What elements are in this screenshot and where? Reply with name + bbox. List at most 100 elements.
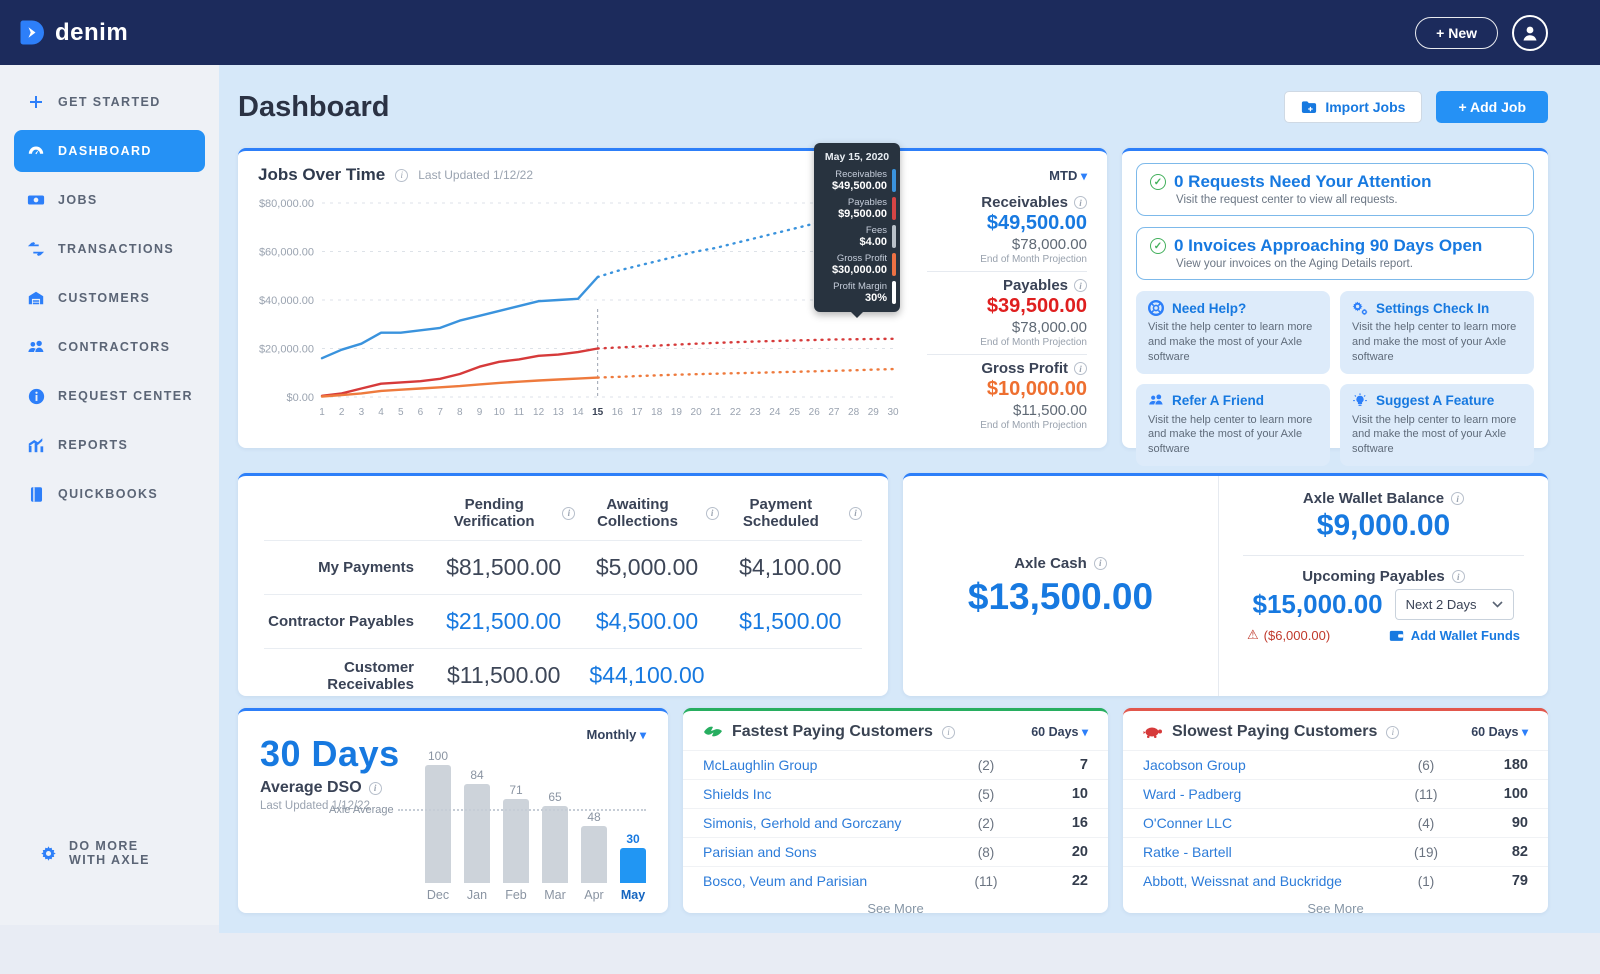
range-value: 60 Days <box>1031 725 1079 739</box>
sidebar-item-customers[interactable]: CUSTOMERS <box>14 277 205 319</box>
customer-name-link[interactable]: Ward - Padberg <box>1143 786 1242 802</box>
info-icon[interactable]: i <box>1386 725 1400 739</box>
see-more-link[interactable]: See More <box>867 901 924 913</box>
days-value: 16 <box>1071 815 1088 831</box>
table-cell[interactable]: $21,500.00 <box>446 608 562 634</box>
svg-text:25: 25 <box>789 407 801 418</box>
info-icon[interactable]: i <box>368 781 382 795</box>
dso-bar <box>464 783 490 883</box>
customer-name-link[interactable]: Ratke - Bartell <box>1143 844 1232 860</box>
customer-name-link[interactable]: Jacobson Group <box>1143 757 1246 773</box>
tile-settings-check-in[interactable]: Settings Check In Visit the help center … <box>1340 291 1534 374</box>
tile-need-help[interactable]: Need Help? Visit the help center to lear… <box>1136 291 1330 374</box>
sidebar-item-request-center[interactable]: REQUEST CENTER <box>14 375 205 417</box>
row-label-my-payments: My Payments <box>318 559 414 576</box>
sidebar-item-quickbooks[interactable]: QUICKBOOKS <box>14 473 205 515</box>
customer-name-link[interactable]: Abbott, Weissnat and Buckridge <box>1143 873 1342 889</box>
plus-icon <box>26 92 46 112</box>
sidebar-item-label: DASHBOARD <box>58 144 152 158</box>
tooltip-color-bar <box>892 253 896 276</box>
sidebar-item-get-started[interactable]: GET STARTED <box>14 81 205 123</box>
days-value: 82 <box>1511 844 1528 860</box>
alert-requests[interactable]: ✓ 0 Requests Need Your Attention Visit t… <box>1136 163 1534 216</box>
sidebar-item-dashboard[interactable]: DASHBOARD <box>14 130 205 172</box>
table-cell[interactable]: $4,500.00 <box>595 608 699 634</box>
page-title: Dashboard <box>238 90 390 123</box>
stat-projection-label: End of Month Projection <box>980 337 1087 348</box>
user-avatar[interactable] <box>1512 14 1548 51</box>
customer-row[interactable]: Jacobson Group (6) 180 <box>1123 750 1548 779</box>
info-icon[interactable]: i <box>848 506 862 520</box>
table-cell[interactable]: $1,500.00 <box>739 608 842 634</box>
payables-range-select[interactable]: Next 2 Days <box>1394 589 1515 620</box>
range-dropdown-monthly[interactable]: Monthly ▾ <box>587 727 646 742</box>
stat-value: $10,000.00 <box>986 378 1087 400</box>
jobs-over-time-card: Jobs Over Time i Last Updated 1/12/22 MT… <box>238 143 1107 448</box>
add-job-button[interactable]: + Add Job <box>1436 91 1548 123</box>
svg-text:5: 5 <box>398 407 404 418</box>
customer-row[interactable]: Bosco, Veum and Parisian (11) 22 <box>683 866 1108 895</box>
customer-row[interactable]: Parisian and Sons (8) 20 <box>683 837 1108 866</box>
lightbulb-icon <box>1352 392 1368 409</box>
brand-logo[interactable]: denim <box>20 19 128 47</box>
add-wallet-funds-label: Add Wallet Funds <box>1410 627 1520 643</box>
info-icon[interactable]: i <box>395 168 409 182</box>
info-icon[interactable]: i <box>1074 196 1087 209</box>
customer-name-link[interactable]: Parisian and Sons <box>703 844 817 860</box>
svg-text:13: 13 <box>553 407 565 418</box>
sidebar-item-transactions[interactable]: TRANSACTIONS <box>14 228 205 270</box>
info-icon[interactable]: i <box>1074 362 1087 375</box>
tooltip-label: Fees <box>865 225 887 236</box>
customer-row[interactable]: Abbott, Weissnat and Buckridge (1) 79 <box>1123 866 1548 895</box>
customer-name-link[interactable]: O'Conner LLC <box>1143 815 1233 831</box>
dso-bar-column: 65 <box>542 790 568 883</box>
customer-name-link[interactable]: Simonis, Gerhold and Gorczany <box>703 815 902 831</box>
range-value: MTD <box>1049 167 1078 183</box>
info-icon[interactable]: i <box>941 725 955 739</box>
axle-average-line: Axle Average <box>329 804 646 816</box>
range-dropdown-60-days[interactable]: 60 Days ▾ <box>1471 725 1528 739</box>
sidebar-item-contractors[interactable]: CONTRACTORS <box>14 326 205 368</box>
customer-name-link[interactable]: McLaughlin Group <box>703 757 818 773</box>
import-jobs-button[interactable]: Import Jobs <box>1284 91 1423 123</box>
customer-row[interactable]: McLaughlin Group (2) 7 <box>683 750 1108 779</box>
days-value: 22 <box>1071 873 1088 889</box>
sidebar-item-jobs[interactable]: JOBS <box>14 179 205 221</box>
sidebar-item-reports[interactable]: REPORTS <box>14 424 205 466</box>
book-icon <box>26 484 46 504</box>
sidebar-item-label: CONTRACTORS <box>58 340 171 354</box>
info-icon[interactable]: i <box>562 506 576 520</box>
new-button[interactable]: + New <box>1415 16 1498 49</box>
last-updated-label: Last Updated 1/12/22 <box>418 168 534 182</box>
svg-text:17: 17 <box>631 407 643 418</box>
range-dropdown-60-days[interactable]: 60 Days ▾ <box>1031 725 1088 739</box>
see-more-link[interactable]: See More <box>1307 901 1364 913</box>
range-dropdown-mtd[interactable]: MTD ▾ <box>1049 168 1087 183</box>
customer-name-link[interactable]: Shields Inc <box>703 786 772 802</box>
customer-name-link[interactable]: Bosco, Veum and Parisian <box>703 873 868 889</box>
info-icon[interactable]: i <box>1093 556 1107 570</box>
bar-value-label: 84 <box>470 767 484 782</box>
range-value: 60 Days <box>1471 725 1519 739</box>
tile-refer-a-friend[interactable]: Refer A Friend Visit the help center to … <box>1136 383 1330 467</box>
info-icon[interactable]: i <box>705 506 719 520</box>
customer-row[interactable]: Simonis, Gerhold and Gorczany (2) 16 <box>683 808 1108 837</box>
alert-invoices[interactable]: ✓ 0 Invoices Approaching 90 Days Open Vi… <box>1136 227 1534 280</box>
customer-row[interactable]: Ward - Padberg (11) 100 <box>1123 779 1548 808</box>
sidebar-item-do-more-with-axle[interactable]: DO MORE WITH AXLE <box>28 832 191 874</box>
tile-suggest-a-feature[interactable]: Suggest A Feature Visit the help center … <box>1340 383 1534 467</box>
add-wallet-funds-link[interactable]: Add Wallet Funds <box>1389 628 1520 643</box>
customer-row[interactable]: Shields Inc (5) 10 <box>683 779 1108 808</box>
chevron-down-icon <box>1492 601 1504 608</box>
invoice-count: (2) <box>977 815 995 831</box>
svg-text:7: 7 <box>437 407 443 418</box>
customer-row[interactable]: Ratke - Bartell (19) 82 <box>1123 837 1548 866</box>
info-icon[interactable]: i <box>1451 570 1465 583</box>
table-cell[interactable]: $44,100.00 <box>589 662 705 688</box>
info-icon[interactable]: i <box>1451 492 1465 505</box>
tooltip-value: $49,500.00 <box>831 180 887 192</box>
customer-row[interactable]: O'Conner LLC (4) 90 <box>1123 808 1548 837</box>
sidebar-item-label: CUSTOMERS <box>58 291 151 305</box>
info-icon[interactable]: i <box>1074 279 1087 292</box>
tooltip-label: Receivables <box>835 169 887 180</box>
